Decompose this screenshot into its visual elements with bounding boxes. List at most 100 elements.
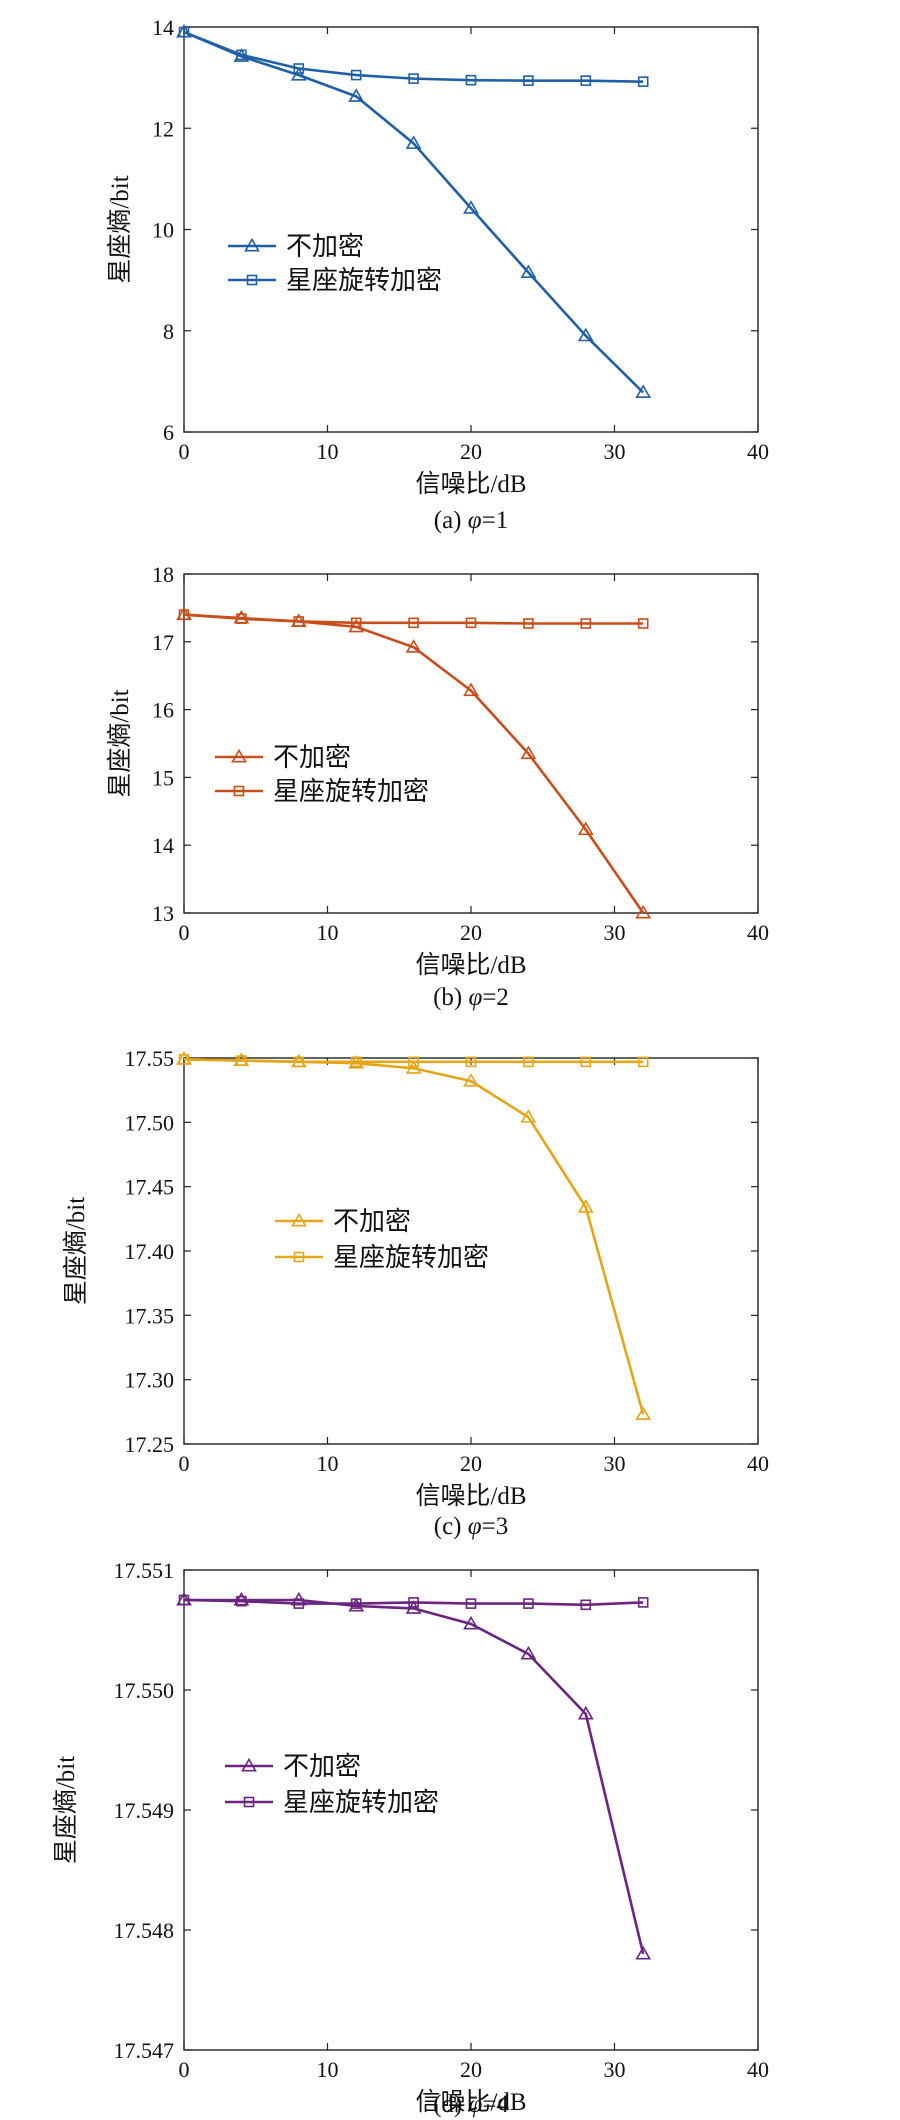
data-point [465, 74, 477, 86]
data-point [523, 1056, 534, 1068]
x-tick-label: 10 [317, 439, 339, 464]
data-point [405, 639, 422, 653]
panel-caption: (d) φ=4 [433, 2091, 509, 2118]
y-axis-label: 星座熵/bit [106, 689, 134, 797]
data-point [577, 821, 594, 836]
legend-swatch-marker [233, 785, 245, 797]
data-point [520, 1109, 537, 1123]
data-point [463, 1615, 479, 1630]
plot-frame [183, 26, 759, 433]
caption-prefix: (c) [434, 1513, 468, 1540]
y-tick-label: 18 [152, 562, 174, 587]
data-point [348, 1597, 365, 1612]
legend-label: 不加密 [333, 1207, 411, 1236]
caption-value: =4 [482, 2091, 509, 2118]
y-tick-label: 17.548 [114, 1918, 175, 1943]
x-tick-label: 10 [317, 920, 339, 945]
chart-panel-1: 0 10 20 30 40 13 14 15 16 17 18 信噪比/dB 星座熵/bit (b) φ=… [106, 562, 769, 1011]
y-tick-label: 17.35 [125, 1303, 175, 1328]
series-line [183, 30, 645, 394]
series-line [183, 30, 644, 83]
data-point [637, 1056, 649, 1068]
y-tick-label: 17.549 [114, 1798, 175, 1823]
x-tick-label: 20 [460, 920, 482, 945]
y-tick-label: 17.30 [125, 1368, 175, 1393]
x-axis-label: 信噪比/dB [415, 1482, 526, 1510]
legend-label: 不加密 [283, 1752, 361, 1781]
data-point [577, 1199, 594, 1213]
series-0 [176, 23, 652, 398]
y-tick-label: 10 [152, 218, 174, 243]
y-tick-label: 13 [152, 901, 174, 926]
legend-swatch-marker [291, 1212, 307, 1227]
data-point [465, 617, 477, 629]
data-point [176, 1591, 192, 1606]
data-point [463, 1073, 479, 1087]
legend-label: 不加密 [286, 232, 364, 261]
x-tick-label: 40 [747, 920, 769, 945]
data-point [463, 200, 479, 214]
x-axis-label: 信噪比/dB [415, 951, 526, 979]
y-tick-label: 17.50 [125, 1110, 175, 1135]
data-point [290, 613, 307, 627]
caption-symbol: φ [468, 2091, 482, 2118]
data-point [176, 23, 192, 38]
data-point [348, 1055, 365, 1069]
series-0 [176, 606, 652, 919]
x-axis-label: 信噪比/dB [415, 470, 526, 498]
y-tick-label: 14 [152, 833, 174, 858]
data-point [637, 1597, 649, 1608]
y-tick-label: 8 [163, 319, 174, 344]
x-tick-label: 0 [179, 920, 190, 945]
series-0 [176, 1051, 652, 1420]
panel-caption: (a) φ=1 [434, 507, 508, 534]
data-point [408, 617, 419, 629]
caption-value: =3 [482, 1513, 509, 1540]
data-point [577, 1705, 594, 1720]
x-tick-label: 0 [179, 1451, 190, 1476]
plot-frame [183, 1569, 759, 2051]
series-line [183, 1057, 645, 1415]
caption-value: =1 [482, 507, 509, 534]
y-tick-label: 17.550 [114, 1678, 175, 1703]
caption-symbol: φ [468, 1513, 482, 1540]
data-point [580, 618, 592, 629]
data-point [580, 1056, 592, 1068]
y-axis-label: 星座熵/bit [106, 175, 134, 283]
x-tick-label: 20 [460, 1451, 482, 1476]
data-point [348, 618, 365, 633]
y-tick-label: 17.45 [125, 1175, 175, 1200]
chart-panel-0: 0 10 20 30 40 6 8 10 12 14 信噪比/dB 星座熵/bit (a) φ=1 不加密… [106, 15, 769, 534]
data-point [635, 384, 652, 398]
series-line [184, 1598, 645, 1955]
data-point [520, 1645, 537, 1660]
data-point [405, 135, 422, 149]
series-0 [176, 1591, 652, 1960]
data-point [520, 745, 537, 760]
data-point [635, 904, 652, 919]
y-tick-label: 16 [152, 698, 174, 723]
legend-label: 星座旋转加密 [273, 777, 429, 806]
x-tick-label: 30 [604, 920, 626, 945]
legend-swatch-marker [244, 237, 260, 252]
caption-prefix: (a) [434, 507, 468, 534]
legend-swatch-marker [241, 1757, 257, 1772]
data-point [233, 48, 250, 62]
x-tick-label: 10 [317, 2057, 339, 2082]
data-point [293, 63, 305, 74]
legend-label: 星座旋转加密 [333, 1243, 489, 1272]
data-point [637, 618, 649, 629]
y-tick-label: 15 [152, 765, 174, 790]
data-point [580, 1599, 592, 1611]
data-point [233, 1052, 250, 1067]
data-point [290, 67, 307, 81]
x-tick-label: 20 [460, 2057, 482, 2082]
y-tick-label: 12 [152, 116, 174, 141]
legend-swatch-marker [243, 1796, 255, 1808]
data-point [350, 69, 362, 81]
x-tick-label: 10 [317, 1451, 339, 1476]
data-point [405, 1600, 422, 1614]
